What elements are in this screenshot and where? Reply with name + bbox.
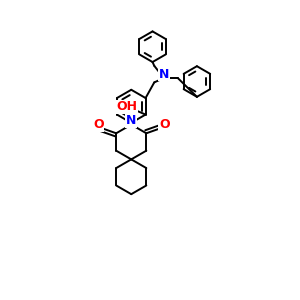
Text: O: O bbox=[93, 118, 104, 131]
Text: O: O bbox=[159, 118, 169, 131]
Text: OH: OH bbox=[116, 100, 137, 113]
Text: N: N bbox=[126, 114, 136, 127]
Text: N: N bbox=[159, 68, 169, 81]
